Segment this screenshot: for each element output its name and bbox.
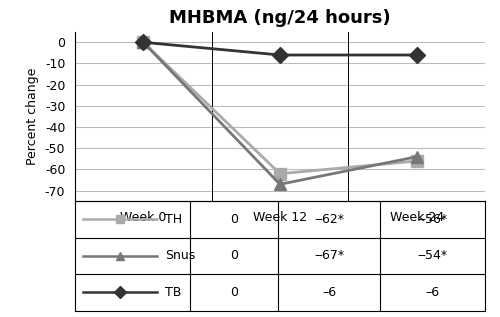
Y-axis label: Percent change: Percent change: [26, 68, 39, 165]
Text: ‒56*: ‒56*: [418, 213, 448, 226]
Text: TH: TH: [165, 213, 182, 226]
Title: MHBMA (ng/24 hours): MHBMA (ng/24 hours): [169, 10, 391, 27]
Text: TB: TB: [165, 286, 182, 299]
Text: ‒62*: ‒62*: [314, 213, 344, 226]
Text: –6: –6: [426, 286, 440, 299]
Text: ‒54*: ‒54*: [418, 249, 448, 262]
Text: –6: –6: [322, 286, 336, 299]
Text: 0: 0: [230, 213, 238, 226]
Text: 0: 0: [230, 286, 238, 299]
Text: ‒67*: ‒67*: [314, 249, 344, 262]
Text: 0: 0: [230, 249, 238, 262]
Text: Snus: Snus: [165, 249, 196, 262]
